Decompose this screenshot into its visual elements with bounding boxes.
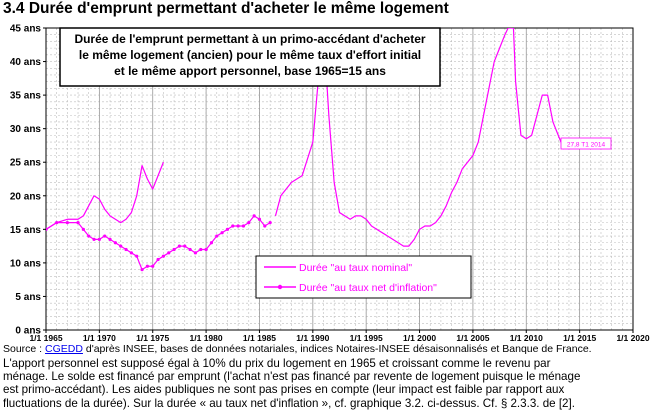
- series-1-point-1: [55, 221, 59, 225]
- series-1-point-9: [108, 237, 112, 241]
- series-group: [46, 28, 570, 272]
- legend-net-marker: [277, 284, 283, 290]
- series-1-point-38: [263, 224, 267, 228]
- explanation-line-3: est primo-accédant). Les aides publiques…: [3, 383, 565, 397]
- source-text: d'après INSEE, bases de données notarial…: [82, 343, 592, 355]
- series-1-point-26: [199, 247, 203, 252]
- series-1-line-0: [46, 215, 271, 271]
- x-tick-label-2000: 1/1 2000: [403, 333, 436, 342]
- series-0-line-0: [46, 161, 164, 230]
- y-tick-label-20: 20 ans: [10, 191, 42, 202]
- series-1-point-4: [81, 227, 85, 231]
- x-tick-label-2010: 1/1 2010: [510, 333, 543, 342]
- y-tick-label-30: 30 ans: [10, 124, 42, 135]
- legend-net-label: Durée "au taux net d'inflation": [299, 282, 437, 294]
- series-1-point-35: [247, 221, 251, 225]
- series-1-point-12: [124, 247, 128, 252]
- series-1-point-29: [215, 234, 219, 238]
- page-title: 3.4 Durée d'emprunt permettant d'acheter…: [3, 0, 449, 17]
- series-1-point-19: [161, 254, 165, 258]
- series-1-point-21: [172, 247, 176, 252]
- series-1-point-18: [156, 257, 160, 262]
- y-tick-label-5: 5 ans: [15, 292, 41, 303]
- annotation-text: 27,8 T1 2014: [567, 142, 606, 149]
- explanation-line-1: L'apport personnel est supposé égal à 10…: [3, 357, 551, 370]
- series-1-point-20: [167, 251, 171, 255]
- y-tick-label-45: 45 ans: [10, 24, 42, 35]
- chart-title-line-3: et le même apport personnel, base 1965=1…: [114, 64, 386, 78]
- series-1-point-11: [119, 244, 123, 248]
- series-0-line-1: [274, 28, 570, 247]
- series-1-point-33: [236, 224, 240, 228]
- x-tick-label-1980: 1/1 1980: [190, 333, 223, 342]
- y-tick-label-25: 25 ans: [10, 158, 42, 169]
- x-tick-label-1985: 1/1 1985: [243, 333, 276, 342]
- series-1-point-13: [129, 251, 133, 255]
- series-1-point-22: [177, 244, 182, 248]
- legend: Durée "au taux nominal" Durée "au taux n…: [255, 255, 472, 299]
- legend-nominal-label: Durée "au taux nominal": [299, 262, 412, 274]
- series-1-point-2: [65, 221, 69, 225]
- chart-title-line-1: Durée de l'emprunt permettant à un primo…: [74, 32, 425, 46]
- series-1-point-10: [113, 241, 117, 245]
- line-chart: 0 ans 5 ans 10 ans 15 ans 20 ans 25 ans 30 ans…: [10, 24, 650, 343]
- series-1-point-31: [225, 227, 230, 231]
- x-tick-label-2015: 1/1 2015: [563, 333, 596, 342]
- y-axis: 0 ans 5 ans 10 ans 15 ans 20 ans 25 ans 30 ans…: [10, 24, 46, 337]
- series-1-point-5: [87, 234, 91, 238]
- series-1-point-36: [252, 214, 256, 218]
- chart-title-line-2: le même logement (ancien) pour le même t…: [79, 48, 421, 62]
- x-tick-label-2020: 1/1 2020: [616, 333, 649, 342]
- series-1-point-23: [183, 244, 187, 248]
- series-1-point-8: [103, 234, 107, 238]
- chart-title-box: Durée de l'emprunt permettant à un primo…: [59, 27, 441, 87]
- series-1-point-17: [151, 264, 155, 268]
- series-1-point-16: [145, 264, 149, 268]
- x-axis: 1/1 1965 1/1 1970 1/1 1975 1/1 1980 1/1 1985…: [29, 330, 650, 342]
- source-prefix: Source :: [3, 343, 46, 355]
- y-tick-label-35: 35 ans: [10, 91, 42, 102]
- source-link[interactable]: CGEDD: [45, 343, 83, 355]
- y-tick-label-40: 40 ans: [10, 57, 42, 68]
- series-1-point-15: [140, 268, 144, 272]
- series-1-point-6: [92, 237, 96, 241]
- series-1-point-28: [209, 241, 214, 245]
- series-1-point-0: [46, 227, 48, 231]
- explanation-text: L'apport personnel est supposé égal à 10…: [3, 357, 655, 410]
- series-1-point-7: [97, 237, 101, 241]
- x-tick-label-1975: 1/1 1975: [136, 333, 169, 342]
- series-1-point-39: [268, 221, 272, 225]
- explanation-line-2: ménage. Le solde est financé par emprunt…: [3, 370, 581, 384]
- x-tick-label-2005: 1/1 2005: [456, 333, 489, 342]
- series-1-point-32: [231, 224, 235, 228]
- series-1-point-27: [204, 247, 208, 252]
- y-tick-label-0: 0 ans: [15, 326, 41, 337]
- source-line: Source : CGEDD d'après INSEE, bases de d…: [3, 343, 655, 355]
- x-tick-label-1970: 1/1 1970: [83, 333, 116, 342]
- series-1-point-34: [241, 224, 246, 228]
- series-1-point-24: [188, 247, 192, 252]
- annotation-label: 27,8 T1 2014: [560, 137, 612, 150]
- y-tick-label-10: 10 ans: [10, 258, 42, 269]
- series-1-point-14: [135, 254, 139, 258]
- series-1-point-37: [257, 217, 262, 221]
- series-1-point-30: [220, 231, 224, 235]
- x-tick-label-1965: 1/1 1965: [29, 333, 62, 342]
- x-tick-label-1995: 1/1 1995: [350, 333, 383, 342]
- series-1-point-25: [193, 251, 198, 255]
- grid: [45, 28, 634, 330]
- y-tick-label-15: 15 ans: [10, 225, 42, 236]
- explanation-line-4: fluctuations de la durée). Sur la durée …: [3, 396, 575, 410]
- series-1-point-3: [76, 221, 80, 225]
- x-tick-label-1990: 1/1 1990: [296, 333, 329, 342]
